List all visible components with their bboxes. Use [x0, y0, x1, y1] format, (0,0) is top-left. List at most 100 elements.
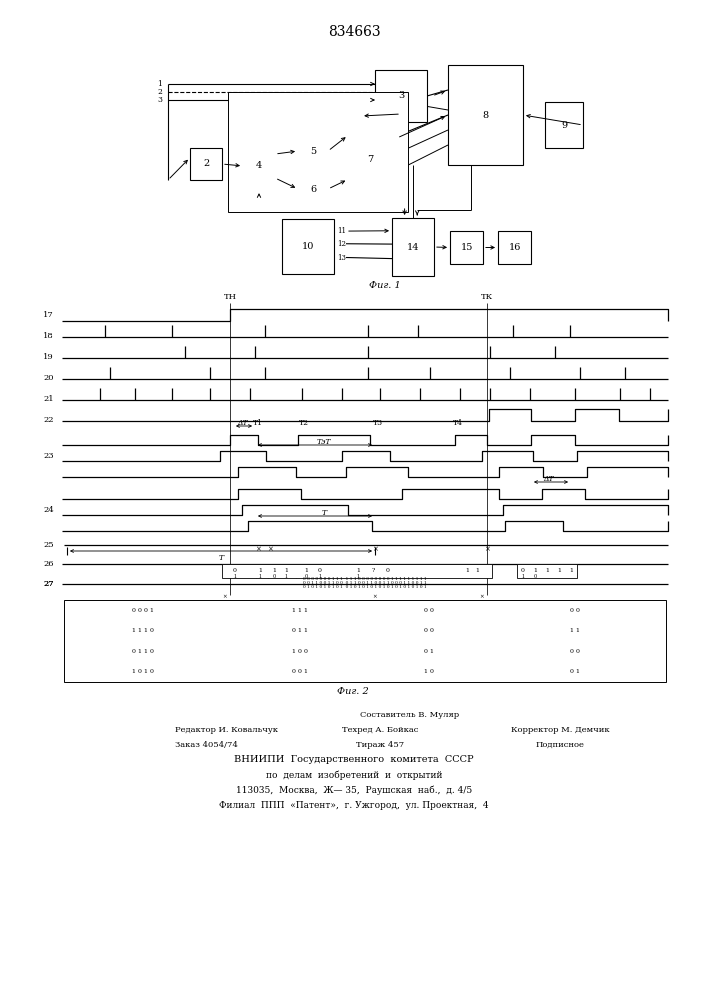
Text: 1: 1 [304, 568, 308, 574]
Text: 1: 1 [569, 568, 573, 574]
Bar [498, 231, 531, 264]
Text: 1: 1 [545, 568, 549, 574]
Text: Фиг. 1: Фиг. 1 [369, 282, 401, 290]
Text: 1: 1 [356, 568, 360, 574]
Text: 1 0 1 0: 1 0 1 0 [132, 669, 155, 674]
Text: 0 1: 0 1 [423, 649, 433, 654]
Text: 1 1 1: 1 1 1 [292, 608, 308, 613]
Text: 1: 1 [465, 568, 469, 574]
Text: ×: × [223, 594, 228, 599]
Text: 1 0: 1 0 [423, 669, 433, 674]
Text: 1: 1 [533, 568, 537, 574]
Text: 1: 1 [272, 568, 276, 574]
Text: 1 1 1 0: 1 1 1 0 [132, 628, 155, 633]
Text: 0: 0 [272, 574, 276, 578]
Text: 2: 2 [157, 88, 162, 96]
Text: 6: 6 [310, 184, 316, 194]
Bar [282, 219, 334, 274]
Text: 0 0 0 0 0 0 0 1 1 1  1 1 1 0 0 0 0 0 0 0 0 1 1 1 1 1 1 1 1 1: 0 0 0 0 0 0 0 1 1 1 1 1 1 0 0 0 0 0 0 0 … [303, 577, 427, 581]
Text: T1: T1 [253, 419, 263, 427]
Bar [448, 65, 523, 165]
Text: Корректор М. Демчик: Корректор М. Демчик [510, 726, 609, 734]
Text: ТэТ: ТэТ [317, 438, 332, 446]
Text: 0: 0 [233, 568, 237, 574]
Text: 26: 26 [44, 560, 54, 568]
Bar [190, 148, 222, 180]
Text: 5: 5 [310, 146, 316, 155]
Bar [298, 176, 328, 202]
Text: по  делам  изобретений  и  открытий: по делам изобретений и открытий [266, 770, 443, 780]
Text: 0: 0 [521, 568, 525, 574]
Text: T: T [322, 509, 327, 517]
Text: 1: 1 [475, 568, 479, 574]
Text: 1: 1 [157, 80, 162, 88]
Text: 1 1: 1 1 [570, 628, 580, 633]
Text: 1: 1 [284, 568, 288, 574]
Bar [450, 231, 483, 264]
Text: 0 0: 0 0 [570, 608, 580, 613]
Text: 7: 7 [367, 155, 373, 164]
Text: 2: 2 [203, 159, 209, 168]
Text: 3: 3 [157, 96, 162, 104]
Text: 3: 3 [398, 92, 404, 101]
Text: ТК: ТК [481, 293, 493, 301]
Text: 834663: 834663 [327, 25, 380, 39]
Text: 0 0 0 1: 0 0 0 1 [132, 608, 155, 613]
Text: 4: 4 [256, 161, 262, 170]
Text: T4: T4 [453, 419, 463, 427]
Text: 25: 25 [43, 541, 54, 549]
Text: 12: 12 [337, 240, 346, 248]
Bar [64, 600, 666, 682]
Text: 21: 21 [43, 395, 54, 403]
Text: 0: 0 [386, 568, 390, 574]
Text: ×: × [372, 545, 378, 553]
Text: 1: 1 [284, 574, 288, 578]
Text: Составитель В. Муляр: Составитель В. Муляр [361, 711, 460, 719]
Bar [243, 140, 275, 192]
Text: 0 1 1 0: 0 1 1 0 [132, 649, 155, 654]
Text: 14: 14 [407, 242, 419, 251]
Text: 113035,  Москва,  Ж— 35,  Раушская  наб.,  д. 4/5: 113035, Москва, Ж— 35, Раушская наб., д.… [236, 785, 472, 795]
Text: 8: 8 [482, 110, 489, 119]
Text: 0: 0 [318, 568, 322, 574]
Text: Филиал  ППП  «Патент»,  г. Ужгород,  ул. Проектная,  4: Филиал ППП «Патент», г. Ужгород, ул. Про… [219, 800, 489, 810]
Text: ×: × [484, 545, 490, 553]
Bar [545, 102, 583, 148]
Text: 22: 22 [44, 416, 54, 424]
Text: 27: 27 [43, 580, 54, 588]
Text: 27: 27 [43, 580, 54, 588]
Text: 1: 1 [259, 574, 262, 578]
Text: 1: 1 [557, 568, 561, 574]
Bar [392, 218, 434, 276]
Text: 18: 18 [43, 332, 54, 340]
Text: 0 1: 0 1 [570, 669, 580, 674]
Text: 1: 1 [522, 574, 525, 578]
Text: 0 0: 0 0 [570, 649, 580, 654]
Text: T3: T3 [373, 419, 383, 427]
Text: 23: 23 [43, 452, 54, 460]
Bar [228, 92, 408, 212]
Text: Подписное: Подписное [536, 741, 585, 749]
Text: Тираж 457: Тираж 457 [356, 741, 404, 749]
Text: 17: 17 [43, 311, 54, 319]
Text: ?: ? [371, 568, 375, 574]
Text: 11: 11 [337, 227, 346, 235]
Text: 9: 9 [561, 120, 567, 129]
Text: 16: 16 [508, 243, 520, 252]
Bar [298, 138, 328, 164]
Text: ×: × [373, 594, 378, 599]
Text: 20: 20 [44, 374, 54, 382]
Text: 1: 1 [258, 568, 262, 574]
Text: Фиг. 2: Фиг. 2 [337, 688, 369, 696]
Text: Заказ 4054/74: Заказ 4054/74 [175, 741, 238, 749]
Text: 13: 13 [337, 253, 346, 261]
Text: ТН: ТН [223, 293, 237, 301]
Text: ×: × [267, 545, 273, 553]
Bar [517, 564, 577, 578]
Bar [222, 564, 492, 578]
Text: 19: 19 [43, 353, 54, 361]
Text: 0 0: 0 0 [423, 628, 433, 633]
Bar [348, 116, 392, 204]
Text: 1: 1 [318, 574, 322, 578]
Text: 0 1 0 1 0 1 0 1 0 1  0 1 0 1 0 1 0 1 0 1 0 1 0 1 0 1 0 1 0 1: 0 1 0 1 0 1 0 1 0 1 0 1 0 1 0 1 0 1 0 1 … [303, 585, 427, 589]
